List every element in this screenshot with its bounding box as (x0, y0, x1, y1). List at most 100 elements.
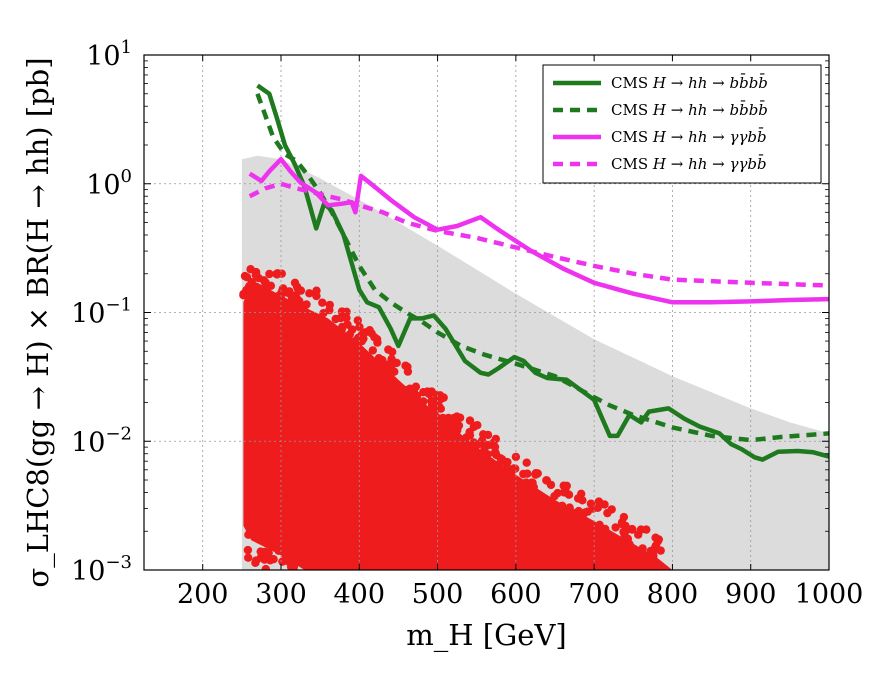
y-tick-label: 100 (86, 166, 132, 201)
scan-point (522, 458, 531, 467)
scan-point (489, 438, 498, 447)
scan-point (295, 286, 305, 295)
scan-point (336, 313, 345, 323)
scan-points-region (239, 265, 673, 570)
scan-point (594, 497, 604, 506)
scan-point (318, 555, 328, 564)
scan-point (368, 346, 377, 355)
scan-point (471, 445, 480, 455)
scan-point (436, 404, 445, 413)
x-axis-title: m_H [GeV] (406, 618, 566, 653)
scan-point (310, 313, 320, 322)
scan-point (351, 551, 360, 560)
scan-point (618, 519, 627, 529)
x-tick-label: 400 (334, 579, 386, 610)
scan-point (381, 564, 391, 570)
scan-point (634, 530, 643, 539)
scan-point (348, 325, 357, 334)
scan-point (603, 508, 612, 518)
scan-point (429, 397, 438, 406)
scan-point (625, 540, 634, 549)
series-lines (248, 83, 829, 462)
scan-point (574, 506, 583, 516)
scan-point (559, 481, 568, 490)
scan-point (261, 564, 270, 570)
scan-point (371, 556, 380, 565)
scan-point (646, 555, 656, 564)
scan-point (455, 413, 465, 422)
scan-point (283, 537, 293, 547)
y-axis-title: σ_LHC8(gg → H) × BR(H → hh) [pb] (21, 57, 56, 587)
scan-point (278, 284, 288, 293)
scan-point (620, 530, 629, 539)
legend: CMS H → hh → bb̄bb̄ CMS H → hh → bb̄bb̄ CM… (542, 64, 822, 184)
scan-point (381, 368, 390, 377)
scan-point (345, 565, 354, 570)
legend-label: CMS H → hh → γγbb̄ (611, 128, 767, 146)
scan-point (240, 271, 250, 281)
scan-point (380, 549, 390, 558)
scan-point (638, 544, 647, 553)
scan-point (374, 354, 384, 363)
y-tick-label: 10−1 (71, 295, 132, 330)
scan-point (528, 478, 537, 487)
scan-point (414, 555, 424, 564)
legend-label: CMS H → hh → bb̄bb̄ (611, 101, 768, 119)
scan-point (404, 559, 413, 568)
scan-point (323, 548, 333, 558)
scan-point (423, 387, 432, 396)
x-tick-label: 200 (177, 579, 229, 610)
scan-point (265, 269, 274, 279)
scan-point (302, 300, 311, 309)
scan-point (542, 476, 551, 485)
scan-point (565, 503, 574, 512)
x-tick-label: 700 (568, 579, 620, 610)
x-tick-label: 300 (255, 579, 307, 610)
scan-point (511, 464, 520, 473)
scan-point (494, 460, 504, 469)
series-line (248, 181, 829, 288)
scan-point (239, 291, 248, 300)
scan-point (255, 529, 264, 538)
scan-point (450, 427, 459, 436)
scan-point (477, 436, 487, 445)
scan-point (318, 298, 327, 307)
x-tick-label: 900 (725, 579, 777, 610)
scan-point (244, 530, 253, 539)
scan-point (390, 548, 399, 558)
scan-point (387, 354, 396, 364)
scan-point (600, 525, 609, 535)
scan-point (541, 495, 550, 504)
scan-point (272, 269, 281, 279)
scan-point (503, 457, 512, 467)
scan-point (436, 394, 446, 404)
series-line (255, 93, 829, 443)
scan-point (519, 469, 528, 479)
scan-point (438, 413, 448, 423)
scan-point (480, 445, 489, 454)
scan-point (465, 416, 475, 425)
axis-ticks: 200 300 400 500 600 700 800 900 1000 10−3 10−2 10−1… (71, 37, 863, 610)
scan-point (251, 558, 260, 567)
scan-point (251, 269, 261, 278)
scan-point (337, 325, 346, 334)
scan-points-fill (243, 282, 673, 570)
scan-point (581, 508, 590, 517)
scan-point (296, 306, 305, 315)
y-tick-label: 10−3 (71, 552, 132, 587)
x-tick-label: 500 (412, 579, 464, 610)
scan-point (305, 289, 314, 298)
scan-point (479, 430, 488, 439)
scan-point (306, 550, 315, 560)
series-line (248, 156, 829, 305)
scan-point (342, 307, 351, 316)
x-tick-label: 1000 (795, 579, 864, 610)
scan-point (245, 287, 254, 296)
y-tick-label: 101 (86, 37, 132, 72)
scan-point (274, 546, 283, 555)
scan-point (244, 553, 253, 562)
x-tick-label: 600 (490, 579, 542, 610)
scan-point (341, 555, 350, 564)
scan-point (619, 512, 629, 522)
